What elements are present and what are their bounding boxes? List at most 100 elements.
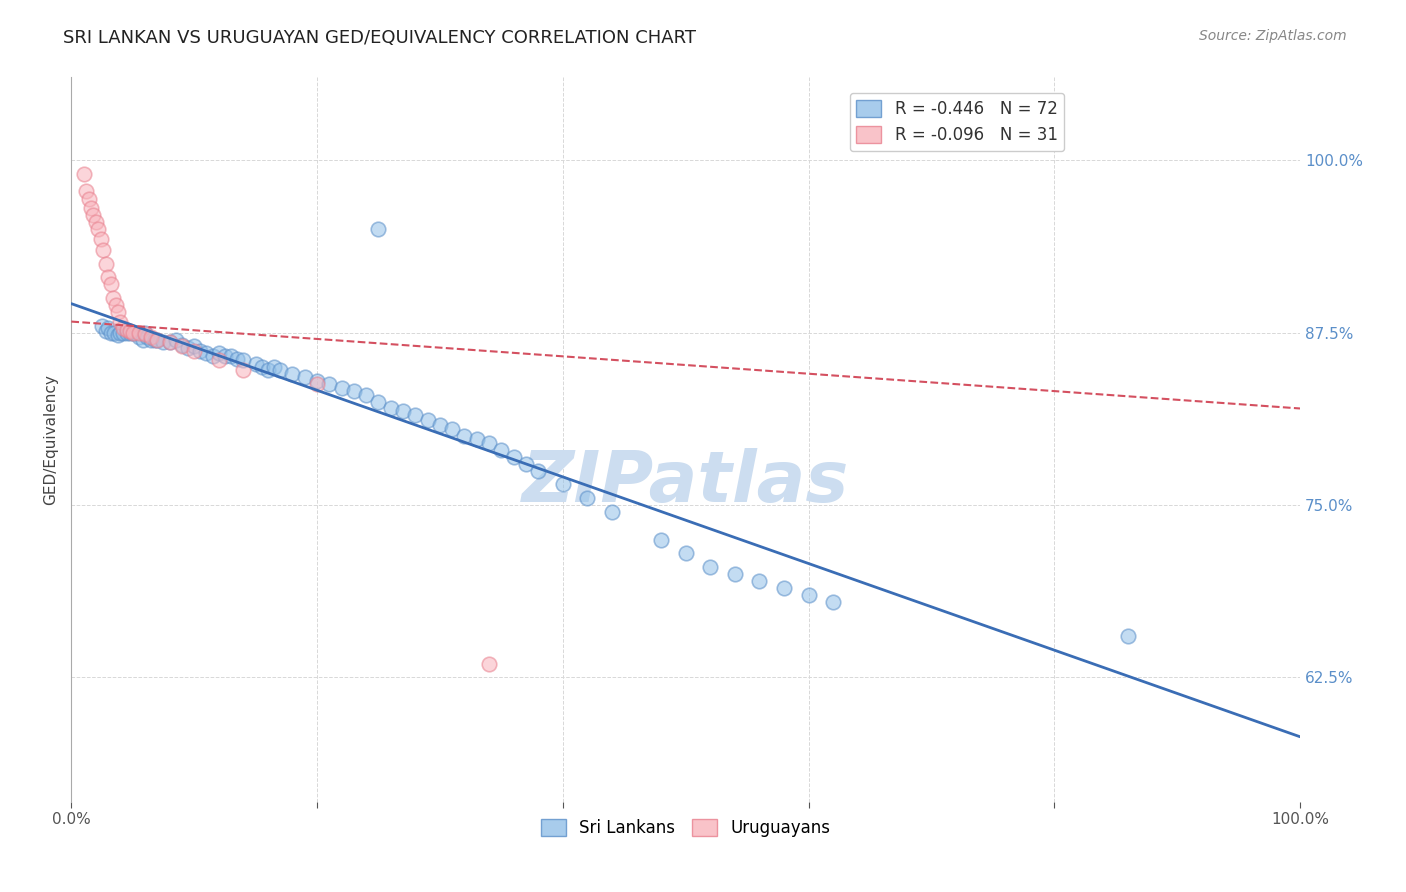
Point bbox=[80, 202, 103, 216]
Point bbox=[84, 215, 107, 229]
Point bbox=[100, 277, 122, 292]
Text: SRI LANKAN VS URUGUAYAN GED/EQUIVALENCY CORRELATION CHART: SRI LANKAN VS URUGUAYAN GED/EQUIVALENCY … bbox=[63, 29, 696, 46]
Point bbox=[699, 560, 721, 574]
Point bbox=[600, 505, 623, 519]
Point bbox=[281, 367, 304, 381]
Point bbox=[143, 333, 166, 347]
Point bbox=[165, 333, 187, 347]
Point bbox=[107, 328, 129, 343]
Point bbox=[675, 546, 697, 560]
Point bbox=[269, 363, 291, 377]
Point bbox=[183, 343, 205, 358]
Text: Source: ZipAtlas.com: Source: ZipAtlas.com bbox=[1199, 29, 1347, 43]
Point bbox=[141, 333, 163, 347]
Y-axis label: GED/Equivalency: GED/Equivalency bbox=[44, 374, 58, 505]
Point bbox=[101, 291, 124, 305]
Point bbox=[232, 353, 254, 368]
Point bbox=[152, 335, 174, 350]
Point bbox=[527, 464, 550, 478]
Legend: Sri Lankans, Uruguayans: Sri Lankans, Uruguayans bbox=[534, 813, 837, 844]
Point bbox=[724, 566, 747, 581]
Point bbox=[307, 374, 329, 388]
Point bbox=[110, 326, 132, 340]
Text: ZIPatlas: ZIPatlas bbox=[522, 449, 849, 517]
Point bbox=[465, 432, 488, 446]
Point bbox=[208, 353, 231, 368]
Point bbox=[94, 324, 117, 338]
Point bbox=[343, 384, 366, 398]
Point bbox=[232, 363, 254, 377]
Point bbox=[111, 321, 134, 335]
Point bbox=[491, 442, 513, 457]
Point bbox=[124, 326, 146, 340]
Point bbox=[115, 326, 138, 340]
Point bbox=[121, 326, 143, 340]
Point bbox=[94, 257, 117, 271]
Point bbox=[82, 208, 104, 222]
Point bbox=[354, 387, 377, 401]
Point bbox=[367, 394, 389, 409]
Point bbox=[478, 436, 501, 450]
Point bbox=[429, 417, 451, 432]
Point bbox=[87, 222, 110, 236]
Point bbox=[1116, 629, 1139, 643]
Point bbox=[773, 581, 796, 595]
Point bbox=[128, 326, 150, 340]
Point bbox=[115, 323, 138, 337]
Point bbox=[134, 326, 156, 340]
Point bbox=[551, 477, 574, 491]
Point bbox=[97, 321, 120, 335]
Point bbox=[104, 298, 127, 312]
Point bbox=[404, 409, 426, 423]
Point bbox=[263, 360, 285, 375]
Point bbox=[478, 657, 501, 671]
Point bbox=[576, 491, 599, 505]
Point bbox=[453, 429, 475, 443]
Point bbox=[208, 346, 231, 360]
Point bbox=[823, 594, 845, 608]
Point bbox=[131, 333, 153, 347]
Point bbox=[170, 339, 193, 353]
Point bbox=[91, 318, 114, 333]
Point bbox=[97, 270, 120, 285]
Point bbox=[650, 533, 672, 547]
Point bbox=[120, 324, 142, 338]
Point bbox=[219, 349, 242, 363]
Point bbox=[307, 376, 329, 391]
Point bbox=[110, 315, 132, 329]
Point bbox=[120, 326, 142, 340]
Point bbox=[136, 330, 159, 344]
Point bbox=[367, 222, 389, 236]
Point bbox=[141, 330, 163, 344]
Point bbox=[91, 243, 114, 257]
Point bbox=[121, 326, 143, 340]
Point bbox=[177, 341, 200, 355]
Point bbox=[188, 343, 211, 358]
Point bbox=[146, 333, 169, 347]
Point bbox=[183, 339, 205, 353]
Point bbox=[100, 326, 122, 340]
Point bbox=[146, 333, 169, 347]
Point bbox=[128, 330, 150, 344]
Point bbox=[77, 192, 100, 206]
Point bbox=[195, 346, 218, 360]
Point bbox=[748, 574, 770, 588]
Point bbox=[214, 349, 236, 363]
Point bbox=[797, 588, 820, 602]
Point bbox=[245, 357, 267, 371]
Point bbox=[250, 360, 273, 375]
Point bbox=[159, 335, 181, 350]
Point bbox=[502, 450, 524, 464]
Point bbox=[72, 167, 94, 181]
Point bbox=[90, 232, 112, 246]
Point bbox=[75, 184, 97, 198]
Point bbox=[111, 326, 134, 340]
Point bbox=[294, 369, 316, 384]
Point bbox=[103, 326, 125, 340]
Point bbox=[159, 335, 181, 350]
Point bbox=[515, 457, 537, 471]
Point bbox=[330, 381, 353, 395]
Point bbox=[257, 363, 280, 377]
Point bbox=[318, 376, 340, 391]
Point bbox=[416, 412, 439, 426]
